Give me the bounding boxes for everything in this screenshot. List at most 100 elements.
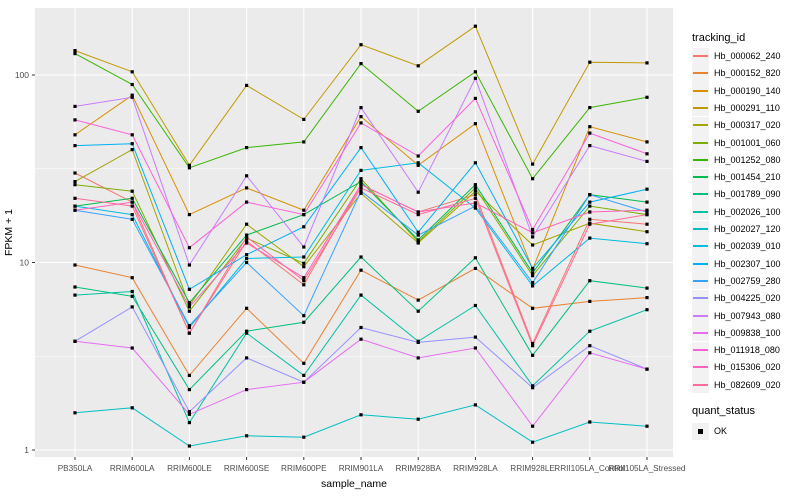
legend-item-label: Hb_001789_090 bbox=[714, 189, 781, 200]
data-point bbox=[416, 309, 420, 313]
x-tick-label: RRIM928LA bbox=[453, 464, 498, 473]
data-point bbox=[416, 213, 420, 217]
data-point bbox=[302, 435, 306, 439]
data-point bbox=[302, 117, 306, 121]
data-point bbox=[245, 83, 249, 87]
data-point bbox=[73, 52, 77, 56]
data-point bbox=[359, 177, 363, 181]
data-point bbox=[645, 286, 649, 290]
data-point bbox=[645, 308, 649, 312]
legend: tracking_id Hb_000062_240 Hb_000152_820 Hb… bbox=[688, 0, 800, 500]
data-point bbox=[245, 239, 249, 243]
data-point bbox=[588, 279, 592, 283]
data-point bbox=[473, 161, 477, 165]
data-point bbox=[245, 233, 249, 237]
data-point bbox=[473, 122, 477, 126]
data-point bbox=[359, 191, 363, 195]
legend-item-Hb_002027_120: Hb_002027_120 bbox=[692, 220, 781, 238]
data-point bbox=[302, 279, 306, 283]
data-point bbox=[302, 283, 306, 287]
data-point bbox=[473, 303, 477, 308]
y-tick-label: 100 bbox=[15, 70, 29, 80]
data-point bbox=[473, 204, 477, 208]
legend-title-tracking-id: tracking_id bbox=[692, 32, 746, 44]
data-point bbox=[187, 166, 191, 170]
quant-ok-label: OK bbox=[714, 426, 728, 436]
data-point bbox=[302, 225, 306, 229]
legend-item-label: Hb_000190_140 bbox=[714, 85, 781, 96]
data-point bbox=[416, 240, 420, 244]
data-point bbox=[588, 204, 592, 208]
data-point bbox=[73, 411, 77, 415]
data-point bbox=[73, 171, 77, 175]
data-point bbox=[531, 341, 535, 346]
y-tick-label: 1 bbox=[24, 445, 29, 455]
legend-item-Hb_002026_100: Hb_002026_100 bbox=[692, 203, 781, 221]
legend-line-icon bbox=[693, 72, 708, 75]
legend-line-icon bbox=[693, 141, 708, 144]
data-point bbox=[187, 412, 191, 416]
data-point bbox=[302, 140, 306, 144]
legend-key-swatch bbox=[692, 220, 709, 238]
data-point bbox=[359, 325, 363, 330]
legend-line-icon bbox=[693, 106, 708, 109]
data-point bbox=[187, 246, 191, 250]
data-point bbox=[588, 420, 592, 424]
quant-ok-key bbox=[692, 422, 709, 440]
data-point bbox=[187, 388, 191, 392]
data-point bbox=[73, 104, 77, 108]
legend-item-label: Hb_002027_120 bbox=[714, 224, 781, 234]
data-point bbox=[187, 373, 191, 377]
data-point bbox=[245, 235, 249, 239]
data-point bbox=[473, 196, 477, 200]
x-tick-label: PB350LA bbox=[58, 464, 93, 473]
data-point bbox=[531, 284, 535, 288]
legend-item-Hb_015306_020: Hb_015306_020 bbox=[692, 358, 781, 376]
data-point bbox=[588, 236, 592, 240]
data-point bbox=[416, 230, 420, 234]
data-point bbox=[531, 353, 535, 357]
legend-item-Hb_007943_080: Hb_007943_080 bbox=[692, 307, 781, 325]
y-axis-title: FPKM + 1 bbox=[3, 209, 15, 256]
data-point bbox=[73, 339, 77, 343]
legend-key-swatch bbox=[692, 134, 709, 151]
data-point bbox=[245, 306, 249, 310]
legend-item-quant-ok: OK bbox=[692, 422, 727, 440]
legend-item-label: Hb_002026_100 bbox=[714, 206, 781, 217]
x-axis-title: sample_name bbox=[321, 478, 387, 490]
legend-item-Hb_001001_060: Hb_001001_060 bbox=[692, 134, 781, 152]
legend-key-swatch bbox=[692, 376, 709, 394]
data-point bbox=[416, 154, 420, 158]
legend-item-label: Hb_082609_020 bbox=[714, 379, 781, 390]
legend-item-label: Hb_001252_080 bbox=[714, 154, 781, 165]
legend-key-swatch bbox=[692, 168, 709, 186]
legend-key-swatch bbox=[692, 324, 709, 342]
data-point bbox=[531, 281, 535, 285]
data-point bbox=[187, 444, 191, 448]
data-point bbox=[645, 213, 649, 217]
legend-line-icon bbox=[693, 314, 708, 317]
data-point bbox=[73, 49, 77, 53]
legend-key-swatch bbox=[692, 255, 709, 273]
legend-line-icon bbox=[693, 331, 708, 334]
data-point bbox=[359, 413, 363, 417]
legend-item-label: Hb_004225_020 bbox=[714, 293, 781, 304]
data-point bbox=[416, 233, 420, 237]
legend-key-swatch bbox=[692, 185, 709, 203]
data-point bbox=[302, 276, 306, 280]
data-point bbox=[531, 177, 535, 181]
legend-line-icon bbox=[693, 89, 708, 92]
data-point bbox=[302, 208, 306, 212]
data-point bbox=[130, 289, 134, 294]
data-point bbox=[416, 163, 420, 167]
legend-item-Hb_000062_240: Hb_000062_240 bbox=[692, 47, 781, 65]
data-point bbox=[416, 109, 420, 113]
x-tick-label: RRIM600PE bbox=[281, 464, 327, 473]
data-point bbox=[359, 146, 363, 150]
legend-key-swatch bbox=[692, 82, 709, 100]
data-point bbox=[416, 161, 420, 165]
data-point bbox=[588, 106, 592, 110]
data-point bbox=[245, 174, 249, 178]
data-point bbox=[130, 142, 134, 146]
data-point bbox=[473, 189, 477, 193]
